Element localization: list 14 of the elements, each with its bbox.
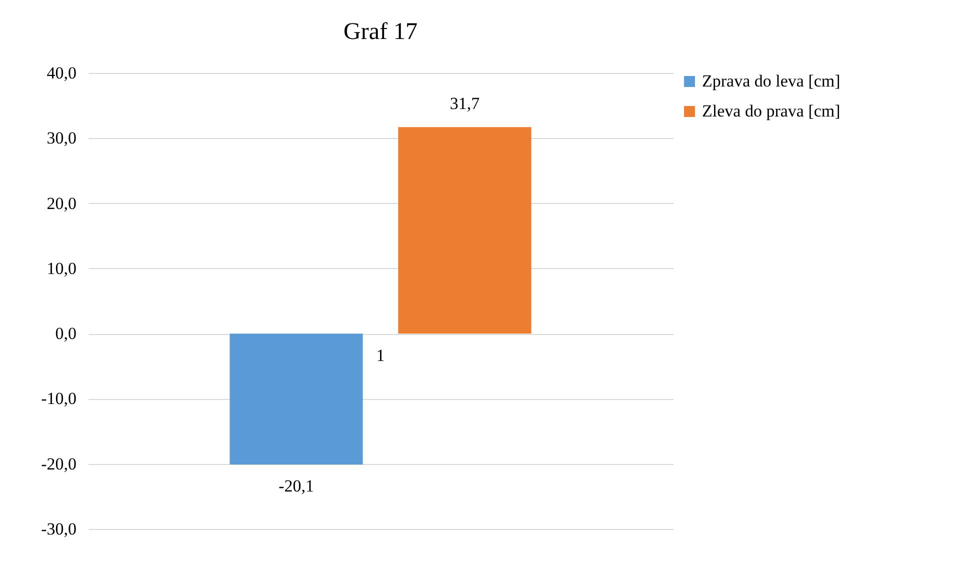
legend-label: Zprava do leva [cm] (702, 72, 840, 90)
y-tick-label: -30,0 (41, 520, 76, 538)
y-tick-label: -20,0 (41, 454, 76, 474)
x-tick-label: 1 (376, 346, 385, 366)
data-label: -20,1 (278, 476, 314, 496)
chart-title: Graf 17 (344, 19, 418, 45)
y-tick-label: 20,0 (46, 194, 76, 213)
y-tick-label: -10,0 (41, 389, 76, 408)
data-label: 31,7 (450, 94, 480, 114)
legend-label: Zleva do prava [cm] (702, 102, 840, 120)
y-tick-label: 0,0 (55, 324, 76, 344)
y-tick-label: 10,0 (46, 258, 76, 278)
y-tick-label: 40,0 (46, 64, 76, 82)
y-tick-label: 30,0 (46, 128, 76, 148)
